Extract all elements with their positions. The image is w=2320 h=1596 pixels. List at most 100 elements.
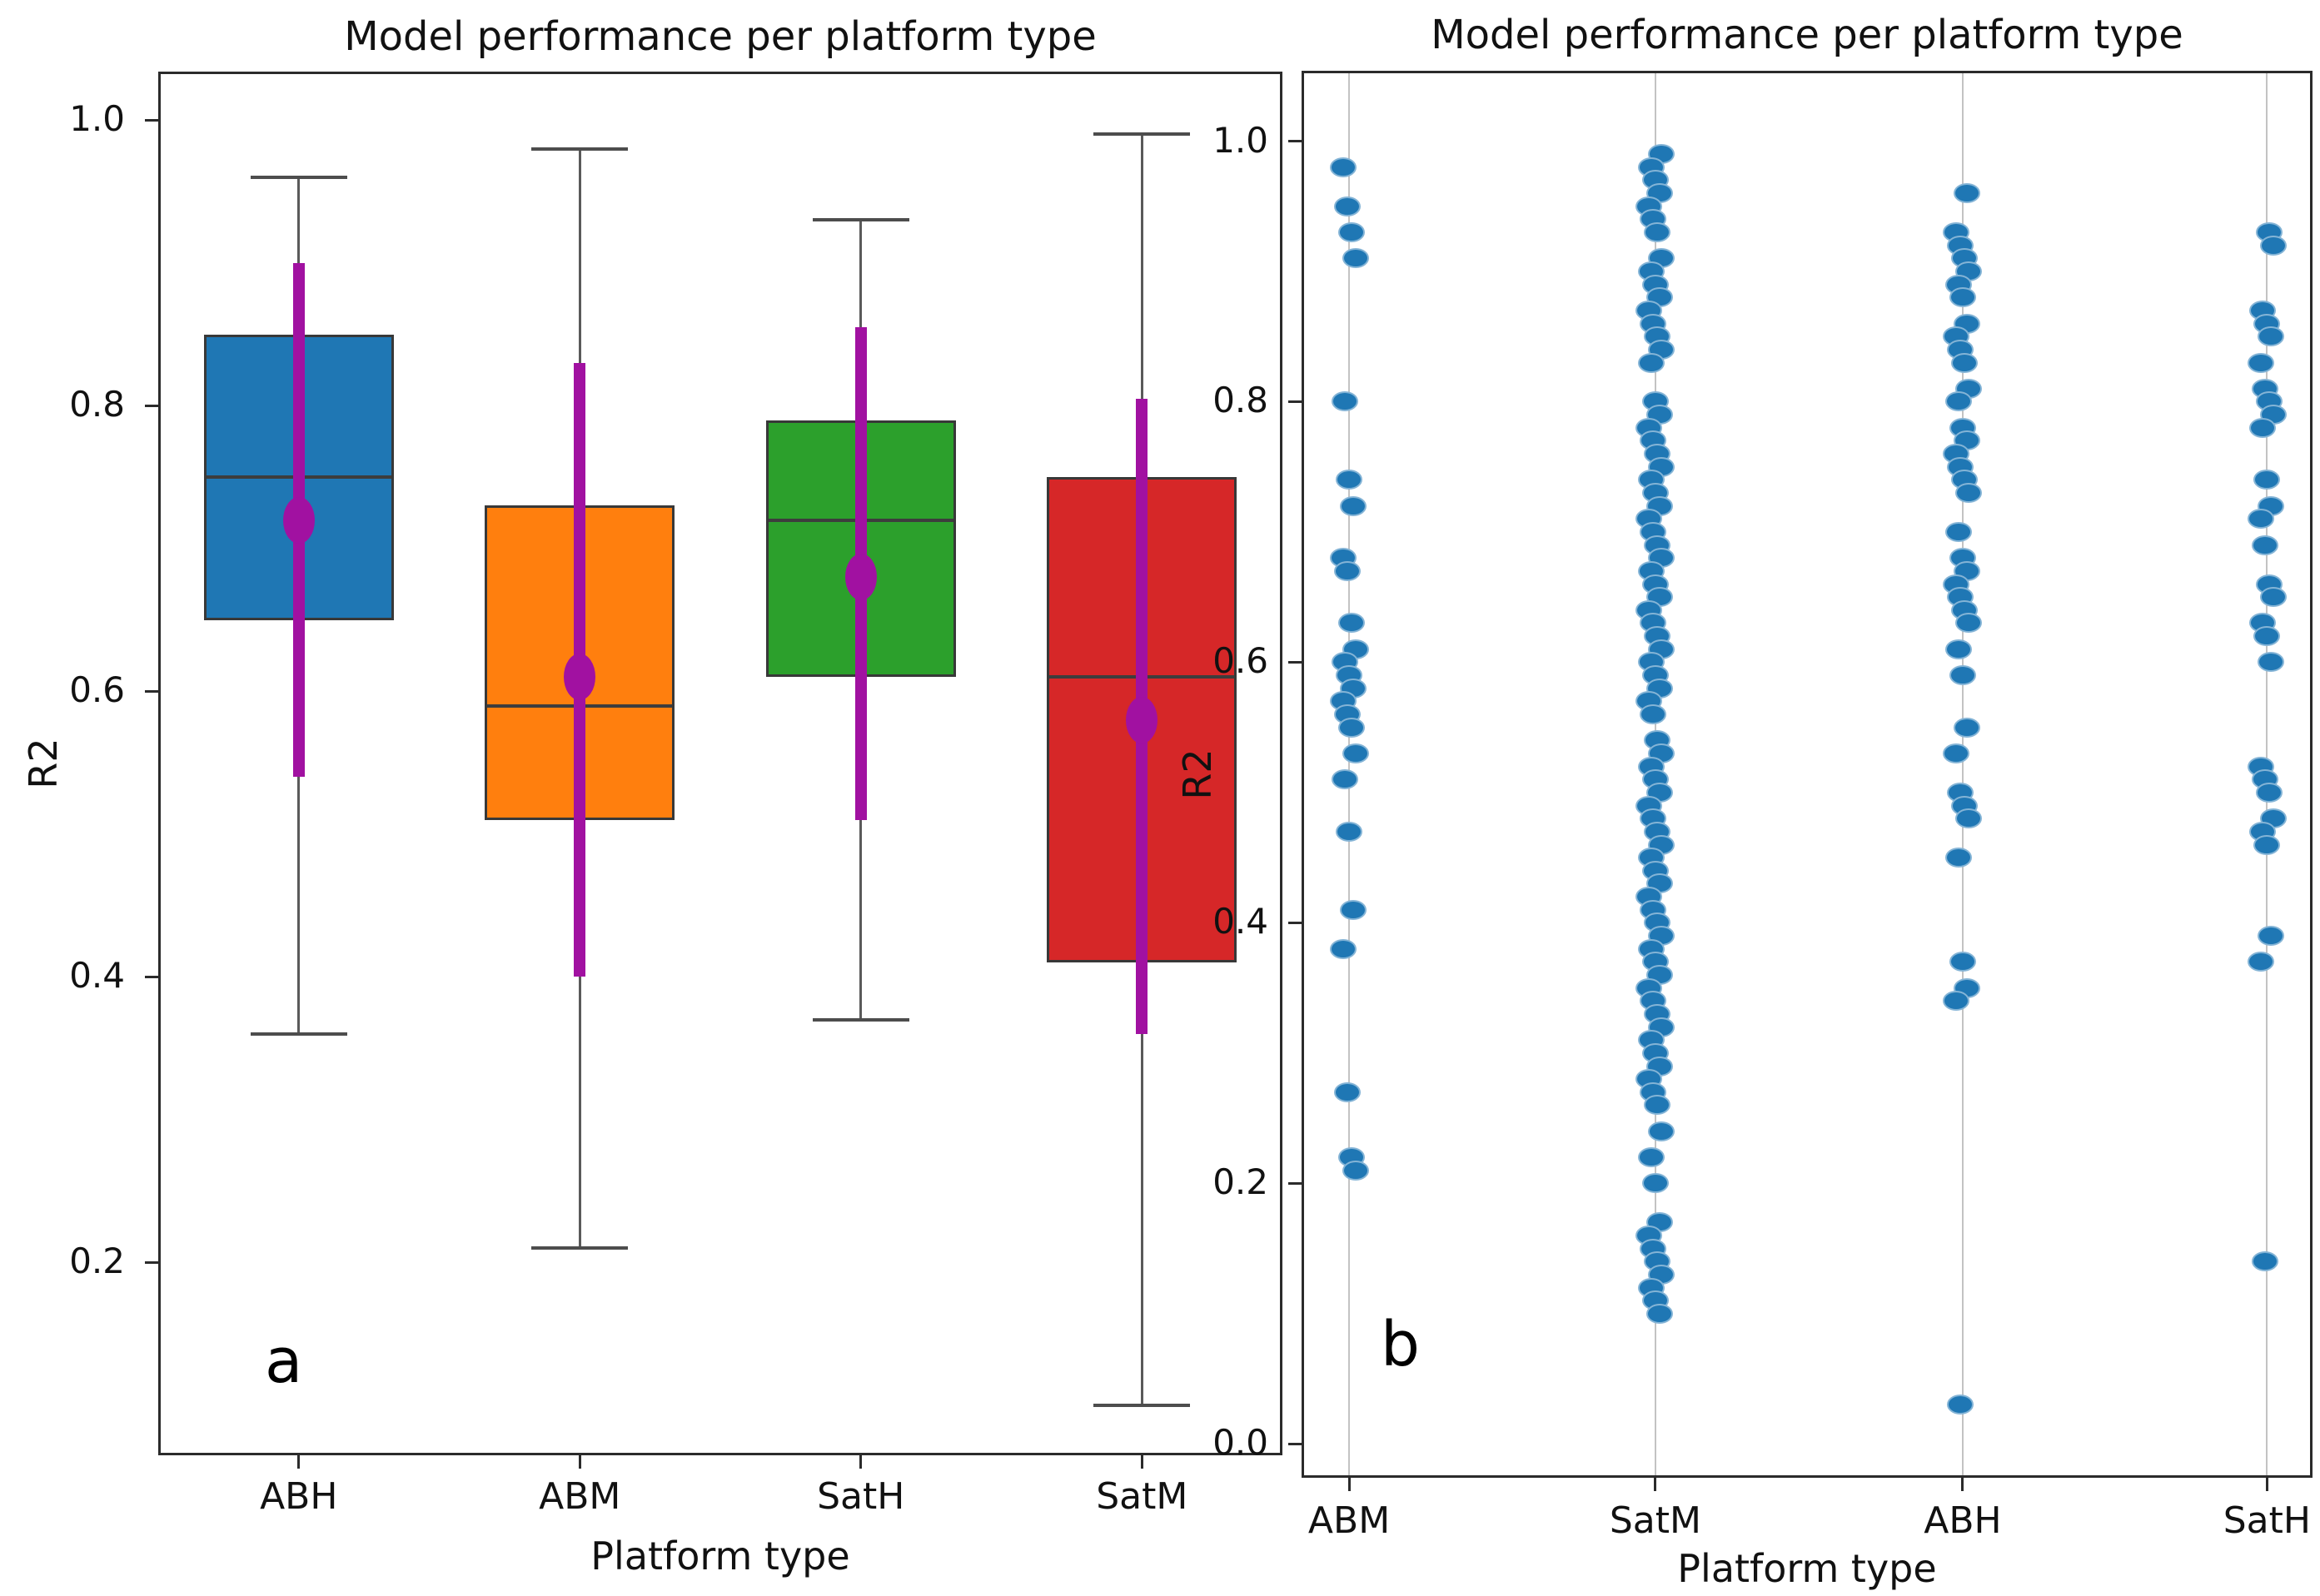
x-tick-mark	[1961, 1478, 1964, 1491]
y-tick-label: 0.2	[1212, 1161, 1268, 1203]
y-tick-label: 0.6	[1212, 640, 1268, 682]
x-tick-mark	[2265, 1478, 2268, 1491]
box-whisker-cap-bottom	[250, 1032, 347, 1037]
plot-border	[1302, 71, 2313, 1478]
y-axis-label: R2	[1175, 748, 1220, 800]
data-point	[1337, 222, 1365, 243]
data-point	[2251, 1251, 2278, 1272]
x-tick-label: ABH	[1924, 1499, 2002, 1542]
box-whisker-cap-top	[250, 175, 347, 179]
box-whisker-cap-bottom	[531, 1246, 629, 1250]
data-point	[1644, 1095, 1671, 1116]
x-tick-label: ABH	[260, 1475, 338, 1518]
data-point	[1333, 560, 1361, 581]
data-point	[2259, 235, 2287, 256]
y-tick-label: 0.8	[69, 384, 125, 425]
mean-marker	[1126, 696, 1158, 743]
x-tick-label: SatM	[1096, 1475, 1188, 1518]
mean-marker	[282, 496, 315, 544]
box-whisker-cap-bottom	[812, 1017, 909, 1022]
data-point	[2247, 509, 2274, 530]
data-point	[1637, 1147, 1665, 1168]
data-point	[1953, 183, 1980, 204]
mean-marker	[844, 554, 877, 601]
data-point	[1644, 222, 1671, 243]
plot-border	[158, 72, 1282, 1455]
data-point	[1329, 157, 1357, 177]
y-tick-label: 1.0	[1212, 119, 1268, 161]
data-point	[1943, 743, 1970, 763]
data-point	[2259, 587, 2287, 608]
x-tick-label: SatH	[817, 1475, 905, 1518]
data-point	[2258, 326, 2285, 347]
y-tick-mark	[145, 1260, 158, 1264]
data-point	[1951, 352, 1979, 373]
x-tick-label: SatM	[1609, 1499, 1701, 1542]
data-point	[2255, 391, 2283, 412]
data-point	[1336, 821, 1363, 842]
data-point	[2251, 534, 2278, 555]
data-point	[1955, 483, 1983, 503]
data-point	[2258, 926, 2285, 947]
data-point	[2249, 417, 2277, 438]
data-point	[2253, 834, 2281, 855]
data-point	[2253, 626, 2281, 647]
y-tick-mark	[1288, 1442, 1302, 1445]
data-point	[1342, 1160, 1369, 1181]
data-point	[1944, 848, 1972, 868]
data-point	[2247, 352, 2274, 373]
panel-label: b	[1381, 1309, 1420, 1380]
y-tick-label: 0.4	[69, 955, 125, 997]
data-point	[1340, 899, 1367, 920]
data-point	[1944, 391, 1972, 412]
data-point	[1943, 991, 1970, 1012]
y-tick-label: 0.8	[1212, 380, 1268, 421]
data-point	[1944, 639, 1972, 659]
data-point	[1332, 391, 1359, 412]
box-whisker-cap-top	[812, 218, 909, 222]
y-tick-label: 0.2	[69, 1241, 125, 1282]
data-point	[1648, 1121, 1675, 1141]
box-whisker-cap-top	[531, 147, 629, 151]
data-point	[1329, 938, 1357, 959]
x-tick-mark	[297, 1455, 301, 1469]
data-point	[1637, 352, 1665, 373]
panel-label: a	[265, 1325, 303, 1397]
x-tick-label: ABM	[1307, 1499, 1391, 1542]
data-point	[1336, 470, 1363, 490]
data-point	[1955, 808, 1983, 829]
data-point	[1342, 248, 1369, 269]
data-point	[1333, 1081, 1361, 1102]
y-tick-mark	[145, 404, 158, 407]
y-tick-mark	[1288, 400, 1302, 403]
data-point	[1342, 743, 1369, 763]
data-point	[1337, 613, 1365, 634]
mean-marker	[564, 654, 596, 701]
data-point	[1944, 521, 1972, 542]
y-tick-mark	[1288, 921, 1302, 924]
y-tick-mark	[1288, 1181, 1302, 1185]
data-point	[1955, 613, 1983, 634]
data-point	[1645, 1303, 1673, 1324]
x-tick-mark	[1140, 1455, 1143, 1469]
data-point	[1332, 769, 1359, 790]
data-point	[1640, 704, 1667, 725]
x-tick-mark	[578, 1455, 581, 1469]
y-tick-mark	[1288, 140, 1302, 142]
y-tick-label: 0.0	[1212, 1422, 1268, 1464]
x-tick-label: ABM	[539, 1475, 621, 1518]
x-tick-mark	[859, 1455, 863, 1469]
x-tick-label: SatH	[2223, 1499, 2311, 1542]
y-tick-mark	[145, 118, 158, 122]
box-whisker-cap-bottom	[1093, 1403, 1191, 1407]
x-tick-mark	[1347, 1478, 1351, 1491]
y-tick-label: 0.4	[1212, 901, 1268, 942]
x-axis-label: Platform type	[590, 1534, 850, 1579]
y-tick-label: 0.6	[69, 669, 125, 711]
y-tick-mark	[1288, 660, 1302, 664]
data-point	[2255, 782, 2283, 803]
gridline	[1961, 73, 1964, 1475]
y-tick-mark	[145, 689, 158, 693]
data-point	[1947, 1395, 1974, 1415]
